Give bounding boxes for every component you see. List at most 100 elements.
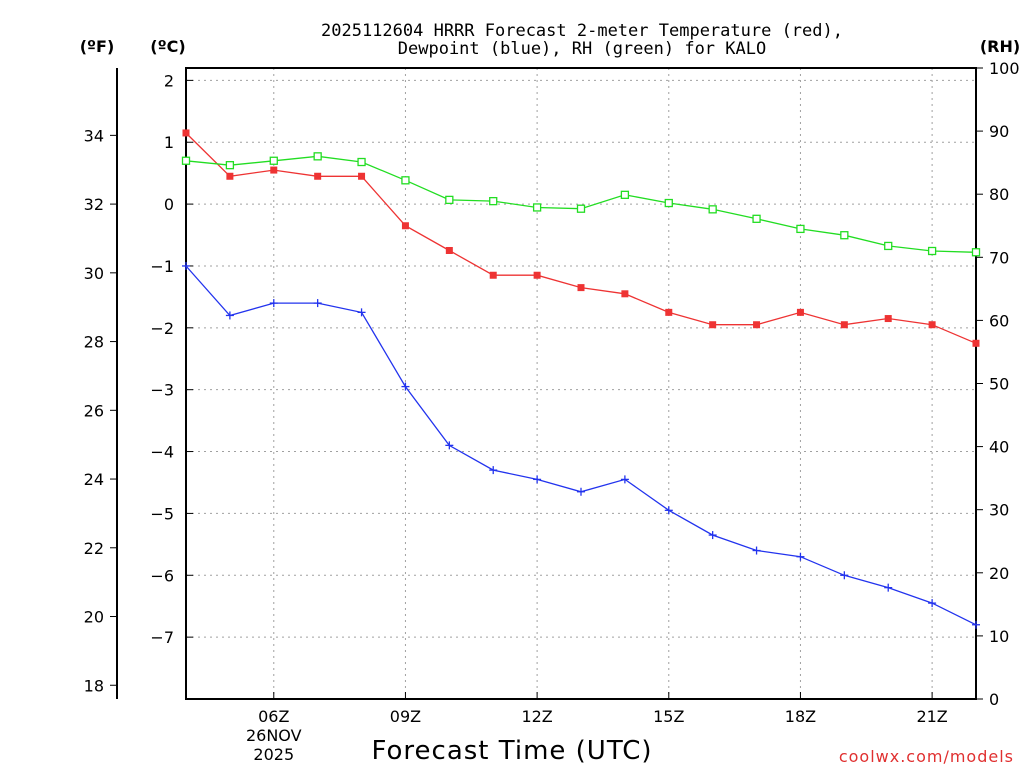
celsius-tick-label: −2	[150, 319, 174, 338]
temperature-point	[709, 321, 717, 329]
rh-point	[401, 176, 410, 185]
rh-point	[313, 152, 322, 161]
rh-point	[357, 157, 366, 167]
celsius-tick-label: 2	[164, 71, 174, 90]
dewpoint-point	[577, 487, 585, 496]
celsius-tick-label: −1	[150, 257, 174, 276]
temperature-point	[182, 129, 190, 137]
temperature-point	[928, 321, 936, 329]
celsius-tick-label: −5	[150, 504, 174, 523]
rh-tick-label: 40	[989, 438, 1009, 457]
x-tick-date-label: 26NOV	[246, 726, 302, 745]
temperature-point	[840, 321, 848, 329]
rh-point	[445, 195, 454, 205]
rh-tick-label: 80	[989, 185, 1009, 204]
celsius-tick-label: −3	[150, 381, 174, 400]
rh-tick-label: 70	[989, 248, 1009, 267]
rh-point	[664, 198, 673, 208]
rh-point	[576, 204, 586, 213]
dewpoint-point	[664, 506, 673, 515]
dewpoint-point	[840, 571, 849, 580]
fahrenheit-tick-label: 20	[84, 608, 104, 627]
temperature-point	[665, 308, 673, 316]
x-tick-label: 18Z	[785, 707, 816, 726]
rh-tick-label: 10	[989, 627, 1009, 646]
dewpoint-line	[185, 265, 977, 626]
rh-point	[708, 205, 717, 214]
rh-point	[225, 161, 235, 170]
rh-point	[971, 248, 981, 257]
celsius-tick-label: 1	[164, 133, 174, 152]
dewpoint-point	[620, 475, 629, 484]
rh-tick-label: 20	[989, 564, 1009, 583]
fahrenheit-tick-label: 34	[84, 126, 104, 145]
x-tick-label: 09Z	[390, 707, 421, 726]
celsius-tick-label: −4	[150, 443, 174, 462]
celsius-tick-label: −7	[150, 628, 174, 647]
plot-frame	[185, 67, 977, 700]
rh-point	[840, 231, 849, 240]
rh-tick-label: 50	[989, 375, 1009, 394]
temperature-point	[489, 271, 497, 279]
temperature-point	[226, 172, 234, 180]
dewpoint-point	[972, 620, 980, 629]
temperature-point	[445, 246, 453, 254]
data-series	[181, 129, 981, 629]
chart-title-line1: 2025112604 HRRR Forecast 2-meter Tempera…	[321, 21, 843, 41]
rh-point	[884, 241, 893, 251]
celsius-unit-label: (ºC)	[150, 37, 185, 56]
celsius-tick-label: 0	[164, 195, 174, 214]
fahrenheit-tick-label: 28	[84, 333, 104, 352]
fahrenheit-tick-label: 30	[84, 264, 104, 283]
fahrenheit-tick-label: 24	[84, 470, 104, 489]
temperature-point	[884, 315, 892, 323]
fahrenheit-tick-label: 32	[84, 195, 104, 214]
rh-point	[927, 246, 937, 256]
dewpoint-point	[445, 441, 454, 450]
celsius-tick-label: −6	[150, 566, 174, 585]
x-tick-label: 12Z	[521, 707, 552, 726]
temperature-point	[972, 339, 980, 347]
chart-title-line2: Dewpoint (blue), RH (green) for KALO	[398, 39, 766, 59]
temperature-point	[533, 271, 541, 279]
rh-point	[752, 214, 761, 223]
temperature-point	[401, 222, 409, 230]
temperature-point	[621, 290, 629, 298]
tick-labels: 210−1−2−3−4−5−6−734323028262422201810090…	[84, 59, 1020, 764]
rh-point	[269, 156, 278, 165]
rh-point	[620, 190, 630, 199]
grid-lines	[186, 68, 976, 699]
fahrenheit-tick-label: 18	[84, 676, 104, 695]
dewpoint-point	[708, 531, 717, 540]
credit-text: coolwx.com/models	[839, 747, 1014, 766]
axes	[110, 67, 983, 700]
rh-unit-label: (RH)	[980, 37, 1020, 56]
temperature-point	[314, 172, 322, 180]
dewpoint-point	[752, 546, 761, 555]
dewpoint-point	[182, 261, 190, 270]
temperature-point	[270, 166, 278, 174]
rh-point	[489, 196, 498, 206]
x-axis-title: Forecast Time (UTC)	[371, 736, 652, 766]
x-tick-year-label: 2025	[253, 745, 294, 764]
dewpoint-point	[269, 299, 278, 308]
fahrenheit-tick-label: 26	[84, 401, 104, 420]
temperature-point	[577, 284, 585, 292]
dewpoint-point	[401, 382, 410, 391]
temperature-point	[796, 308, 804, 316]
rh-point	[796, 224, 805, 234]
x-tick-label: 06Z	[258, 707, 289, 726]
x-tick-label: 15Z	[653, 707, 684, 726]
rh-point	[181, 156, 191, 165]
rh-tick-label: 30	[989, 501, 1009, 520]
fahrenheit-tick-label: 22	[84, 539, 104, 558]
temperature-point	[753, 321, 761, 329]
dewpoint-point	[928, 599, 937, 608]
rh-tick-label: 100	[989, 59, 1020, 78]
temperature-point	[358, 172, 366, 180]
dewpoint-point	[225, 311, 234, 320]
fahrenheit-unit-label: (ºF)	[80, 37, 115, 56]
rh-tick-label: 60	[989, 311, 1009, 330]
dewpoint-point	[489, 466, 498, 475]
